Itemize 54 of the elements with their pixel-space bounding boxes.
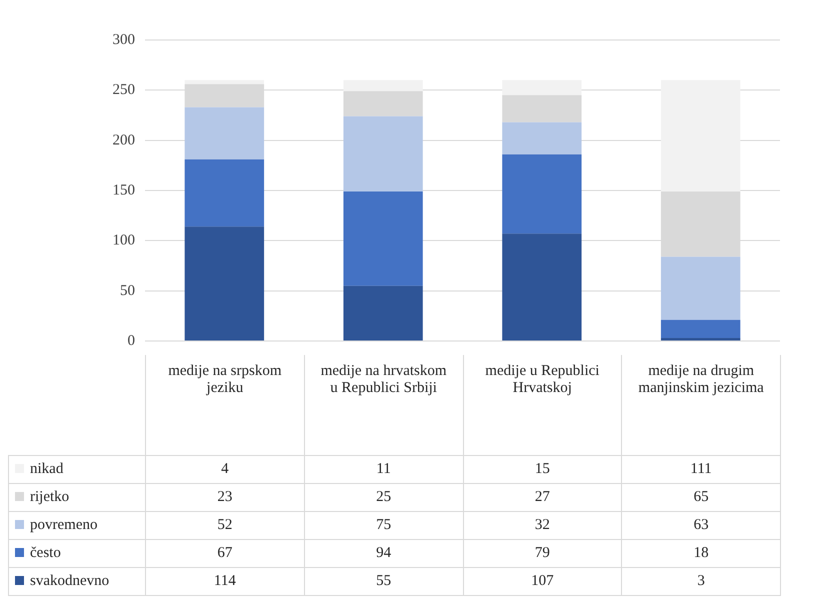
data-label: 94 [304, 539, 463, 567]
bar [502, 95, 582, 122]
y-tick-label: 250 [112, 82, 135, 98]
data-label: 67 [146, 539, 304, 567]
data-label: 107 [463, 567, 622, 595]
data-label: 79 [463, 539, 622, 567]
data-label: 32 [463, 511, 622, 539]
bar [660, 320, 740, 338]
x-tick-label: medije na srpskom jeziku [146, 355, 304, 455]
data-label: 25 [304, 483, 463, 511]
data-label: 15 [463, 455, 622, 483]
data-label: 65 [622, 483, 780, 511]
data-label: 3 [622, 567, 780, 595]
data-label: 27 [463, 483, 622, 511]
bar [660, 338, 740, 340]
bar [502, 154, 582, 234]
bar [502, 80, 582, 96]
bar [343, 286, 423, 340]
bar [502, 122, 582, 154]
data-label: 52 [146, 511, 304, 539]
x-tick-label: medije u Republici Hrvatskoj [463, 355, 622, 455]
legend-label: nikad [8, 455, 146, 483]
y-tick-label: 100 [112, 232, 135, 249]
data-label: 63 [622, 511, 780, 539]
data-label: 75 [304, 511, 463, 539]
data-label: 114 [146, 567, 304, 595]
data-label: 18 [622, 539, 780, 567]
legend-label: povremeno [8, 511, 146, 539]
x-tick-label: medije na hrvatskom u Republici Srbiji [304, 355, 463, 455]
data-label: 11 [304, 455, 463, 483]
bar [184, 226, 264, 340]
legend-label: često [8, 539, 146, 567]
y-tick-label: 200 [112, 132, 135, 148]
legend-label: svakodnevno [8, 567, 146, 595]
bar [184, 159, 264, 227]
bar [184, 80, 264, 84]
bar [343, 80, 423, 92]
bar [184, 107, 264, 160]
y-tick-label: 50 [120, 282, 135, 299]
x-tick-label: medije na drugim manjinskim jezicima [622, 355, 780, 455]
data-label: 55 [304, 567, 463, 595]
y-tick-label: 300 [112, 32, 135, 48]
bar [660, 80, 740, 192]
y-tick-label: 150 [112, 182, 135, 198]
legend-label: rijetko [8, 483, 146, 511]
bar [660, 256, 740, 320]
y-tick-label: 0 [128, 332, 135, 349]
data-label: 4 [146, 455, 304, 483]
bar [502, 234, 582, 340]
data-label: 111 [622, 455, 780, 483]
data-label: 23 [146, 483, 304, 511]
bar [343, 192, 423, 286]
bar [343, 116, 423, 192]
bar [343, 91, 423, 116]
